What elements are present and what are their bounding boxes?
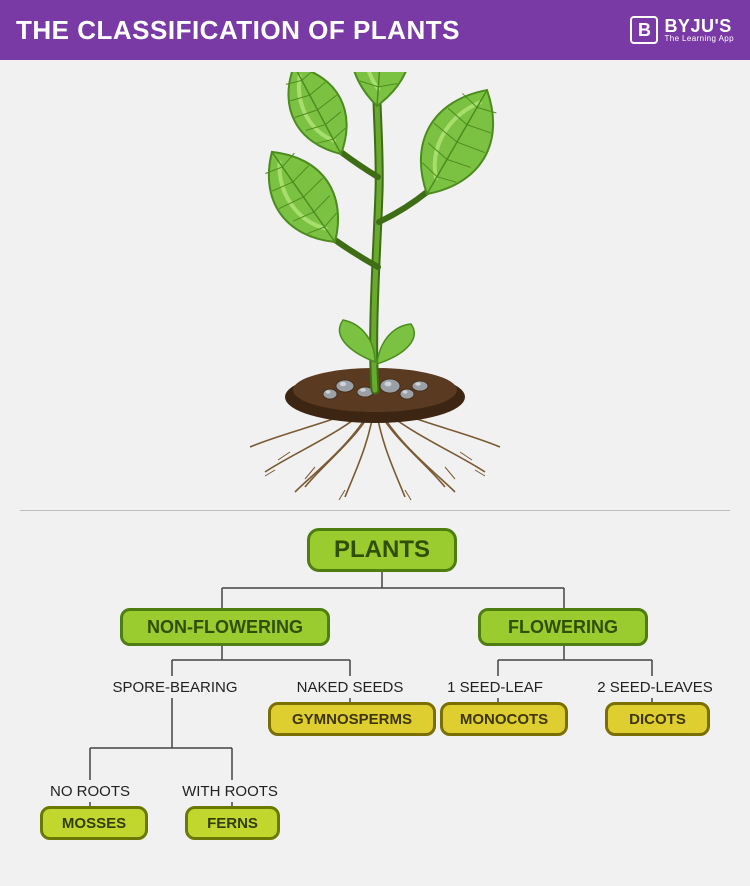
page-title: THE CLASSIFICATION OF PLANTS	[16, 15, 460, 46]
header-bar: THE CLASSIFICATION OF PLANTS B BYJU'S Th…	[0, 0, 750, 60]
node-seedleaf2: 2 SEED-LEAVES	[580, 676, 730, 698]
brand-text: BYJU'S The Learning App	[664, 17, 734, 43]
brand-badge-icon: B	[630, 16, 658, 44]
section-divider	[20, 510, 730, 511]
plant-icon	[195, 72, 555, 502]
node-nonflowering: NON-FLOWERING	[120, 608, 330, 646]
node-plants: PLANTS	[307, 528, 457, 572]
node-dicots: DICOTS	[605, 702, 710, 736]
brand-block: B BYJU'S The Learning App	[630, 16, 734, 44]
node-monocots: MONOCOTS	[440, 702, 568, 736]
node-noroots: NO ROOTS	[35, 780, 145, 802]
classification-tree: PLANTS NON-FLOWERING FLOWERING SPORE-BEARIN…	[0, 518, 750, 886]
node-mosses: MOSSES	[40, 806, 148, 840]
node-flowering: FLOWERING	[478, 608, 648, 646]
node-nakedseeds: NAKED SEEDS	[280, 676, 420, 698]
node-sporebearing: SPORE-BEARING	[95, 676, 255, 698]
plant-illustration-area	[0, 60, 750, 500]
infographic-frame: THE CLASSIFICATION OF PLANTS B BYJU'S Th…	[0, 0, 750, 886]
node-ferns: FERNS	[185, 806, 280, 840]
brand-subtitle: The Learning App	[664, 35, 734, 43]
node-withroots: WITH ROOTS	[170, 780, 290, 802]
brand-name: BYJU'S	[664, 17, 734, 35]
node-gymnosperms: GYMNOSPERMS	[268, 702, 436, 736]
node-seedleaf1: 1 SEED-LEAF	[430, 676, 560, 698]
